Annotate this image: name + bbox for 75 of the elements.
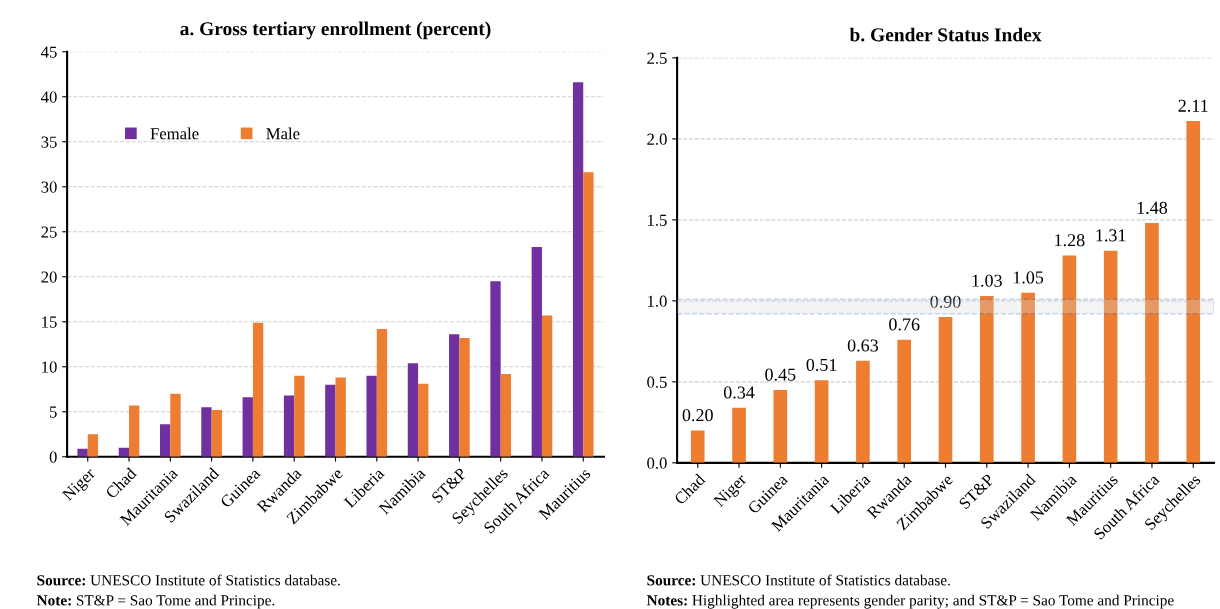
bar <box>1145 223 1159 463</box>
bar <box>170 393 181 457</box>
data-label: 0.20 <box>682 409 713 422</box>
y-tick-label: 1.0 <box>648 295 667 307</box>
chart-title: a. Gross tertiary enrollment (percent) <box>180 21 491 40</box>
bar <box>856 360 870 463</box>
chart-title: b. Gender Status Index <box>849 27 1042 42</box>
data-label: 2.11 <box>1178 99 1208 112</box>
bar <box>459 337 470 457</box>
data-label: 1.05 <box>1013 271 1044 284</box>
bar <box>1186 121 1201 463</box>
y-tick-label: 1.5 <box>648 214 667 226</box>
bar <box>160 424 171 457</box>
y-tick-label: 45 <box>41 46 57 58</box>
y-tick-label: 2.5 <box>647 52 667 64</box>
bar <box>252 322 264 457</box>
bar <box>366 375 377 457</box>
data-label: 1.03 <box>972 274 1002 287</box>
bar <box>531 247 542 457</box>
text: Note: ST&P = Sao Tome and Principe. <box>36 594 275 609</box>
data-label: 0.90 <box>930 295 961 308</box>
bar <box>572 82 584 457</box>
bar <box>1062 255 1077 463</box>
text: Notes: Highlighted area represents gender parity; and ST&P = Sao Tome and Principe <box>646 594 1174 609</box>
bar <box>77 448 88 457</box>
bar <box>583 172 594 457</box>
y-tick-label: 0 <box>49 451 57 463</box>
y-tick-label: 25 <box>41 226 57 238</box>
data-label: 1.48 <box>1137 201 1168 214</box>
bar <box>897 339 912 463</box>
bar <box>201 407 212 457</box>
bar <box>242 397 253 457</box>
legend-label: Female <box>150 127 199 140</box>
bar <box>129 405 140 457</box>
bar <box>773 389 788 463</box>
bar <box>814 380 829 463</box>
bar <box>1103 250 1118 463</box>
bar <box>294 375 305 457</box>
bar <box>1021 292 1035 463</box>
bar <box>376 328 388 457</box>
bar <box>500 373 511 457</box>
bar <box>283 395 295 457</box>
bar <box>335 377 346 457</box>
data-label: 0.63 <box>847 339 879 352</box>
bar <box>407 363 419 457</box>
legend-label: Male <box>266 127 300 140</box>
y-tick-label: 10 <box>42 361 57 373</box>
data-label: 0.51 <box>806 358 837 372</box>
bar <box>325 384 336 457</box>
bar <box>541 315 553 457</box>
bar <box>938 317 953 463</box>
y-tick-label: 0.0 <box>647 457 667 469</box>
source-note: Source: UNESCO Institute of Statistics database. <box>647 574 950 586</box>
bar <box>87 434 99 457</box>
bar <box>490 281 501 457</box>
y-tick-label: 40 <box>41 91 57 103</box>
bar <box>979 295 994 463</box>
y-tick-label: 35 <box>41 136 57 148</box>
data-label: 0.45 <box>765 368 796 381</box>
bar <box>690 430 705 463</box>
y-tick-label: 30 <box>41 181 57 193</box>
y-tick-label: 20 <box>41 271 57 283</box>
data-label: 1.28 <box>1055 234 1085 247</box>
bar <box>732 407 746 463</box>
y-tick-label: 5 <box>50 406 57 418</box>
data-label: 1.31 <box>1096 229 1126 242</box>
bar <box>449 334 460 457</box>
y-tick-label: 15 <box>42 316 57 328</box>
bar <box>418 383 429 457</box>
bar <box>211 409 222 457</box>
y-tick-label: 2.0 <box>647 133 667 145</box>
data-label: 0.76 <box>889 318 920 331</box>
data-label: 0.34 <box>723 386 755 399</box>
y-tick-label: 0.5 <box>647 376 667 388</box>
source-note: Source: UNESCO Institute of Statistics database. <box>37 574 340 586</box>
